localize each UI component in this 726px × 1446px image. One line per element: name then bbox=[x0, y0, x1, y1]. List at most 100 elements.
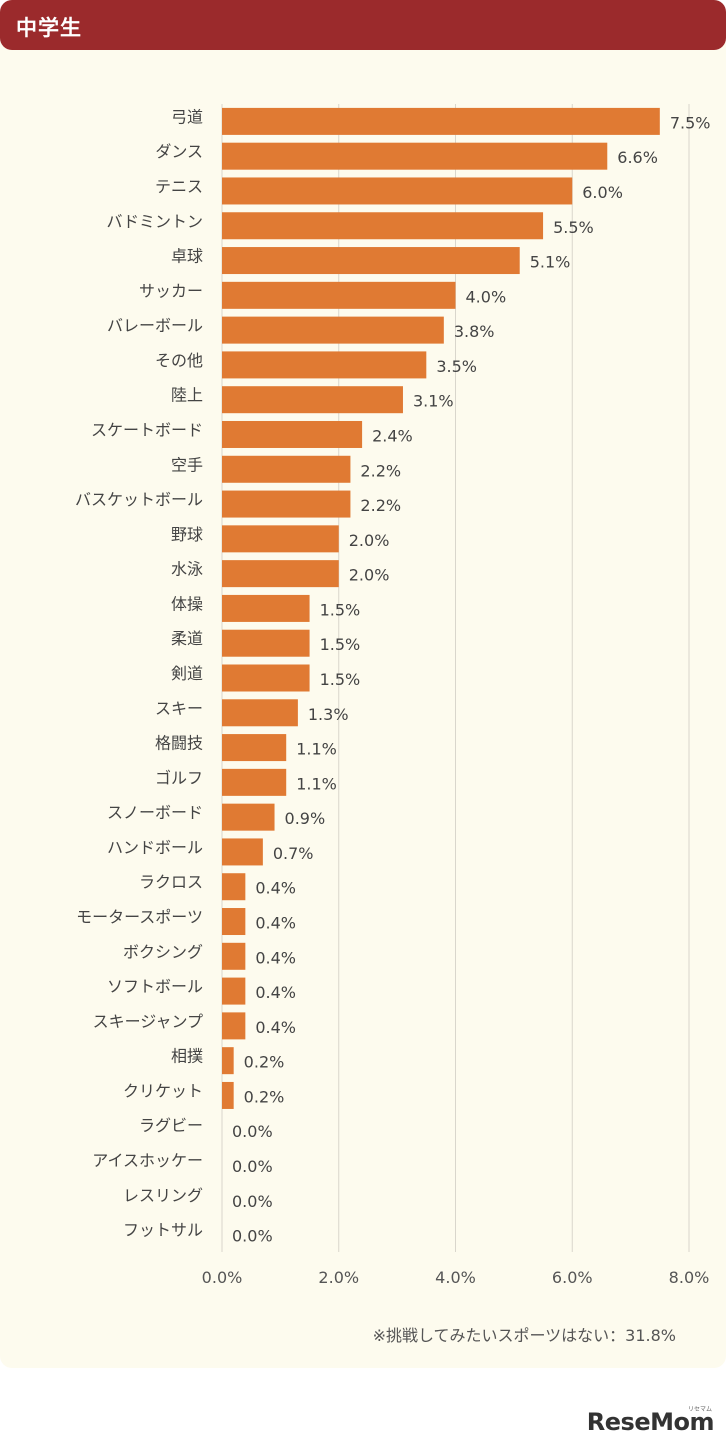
value-label: 0.2% bbox=[244, 1087, 285, 1106]
resemom-logo: ReseMom bbox=[586, 1408, 715, 1436]
category-label: 格闘技 bbox=[155, 734, 203, 753]
bar bbox=[222, 594, 310, 622]
category-label: ソフトボール bbox=[107, 977, 203, 996]
logo-kana: リセマム bbox=[687, 1406, 712, 1413]
category-label: スキージャンプ bbox=[93, 1012, 203, 1031]
bar bbox=[222, 977, 246, 1005]
category-label: ラグビー bbox=[139, 1116, 203, 1135]
value-label: 2.2% bbox=[360, 496, 401, 515]
bar bbox=[222, 908, 246, 936]
value-label: 0.4% bbox=[255, 983, 296, 1002]
category-label: バスケットボール bbox=[75, 490, 203, 509]
category-label: サッカー bbox=[139, 281, 203, 300]
value-label: 0.4% bbox=[255, 879, 296, 898]
value-label: 3.1% bbox=[413, 392, 454, 411]
category-label: スケートボード bbox=[91, 420, 203, 439]
bar bbox=[222, 942, 246, 970]
footnote: ※挑戦してみたいスポーツはない：31.8% bbox=[372, 1326, 676, 1345]
category-label: スノーボード bbox=[107, 803, 203, 822]
category-label: フットサル bbox=[123, 1221, 203, 1240]
value-label: 0.9% bbox=[285, 809, 326, 828]
category-label: 陸上 bbox=[171, 386, 203, 405]
value-label: 1.3% bbox=[308, 705, 349, 724]
bar bbox=[222, 420, 363, 448]
value-label: 1.5% bbox=[320, 635, 361, 654]
bar bbox=[222, 212, 544, 240]
bar bbox=[222, 838, 263, 866]
bar bbox=[222, 699, 298, 727]
bar bbox=[222, 664, 310, 692]
bar bbox=[222, 316, 444, 344]
value-label: 0.4% bbox=[255, 948, 296, 967]
x-tick-label: 2.0% bbox=[318, 1268, 359, 1287]
category-label: クリケット bbox=[123, 1081, 203, 1100]
category-label: 相撲 bbox=[171, 1047, 203, 1066]
x-tick-label: 6.0% bbox=[552, 1268, 593, 1287]
category-label: 空手 bbox=[171, 455, 203, 474]
category-label: ゴルフ bbox=[155, 768, 203, 787]
category-label: その他 bbox=[155, 351, 203, 370]
value-label: 1.5% bbox=[320, 600, 361, 619]
category-label: 野球 bbox=[171, 525, 203, 544]
category-label: アイスホッケー bbox=[92, 1151, 203, 1170]
value-label: 5.1% bbox=[530, 253, 571, 272]
value-label: 0.2% bbox=[244, 1053, 285, 1072]
bar bbox=[222, 281, 456, 309]
value-label: 6.6% bbox=[617, 148, 658, 167]
bar bbox=[222, 177, 573, 205]
value-label: 1.1% bbox=[296, 740, 337, 759]
bar-chart: 0.0% 2.0% 4.0% 6.0% 8.0% 弓道 7.5% ダンス 6.6% テニス 6.0%… bbox=[75, 104, 711, 1287]
bar bbox=[222, 1047, 234, 1075]
value-label: 3.5% bbox=[436, 357, 477, 376]
value-label: 2.0% bbox=[349, 531, 390, 550]
category-label: 剣道 bbox=[171, 664, 203, 683]
x-tick-label: 0.0% bbox=[202, 1268, 243, 1287]
bar bbox=[222, 768, 287, 796]
category-label: レスリング bbox=[123, 1186, 203, 1205]
category-label: スキー bbox=[155, 699, 203, 718]
value-label: 6.0% bbox=[582, 183, 623, 202]
value-label: 0.0% bbox=[232, 1227, 273, 1246]
category-label: ダンス bbox=[155, 142, 203, 161]
value-label: 4.0% bbox=[466, 287, 507, 306]
value-label: 5.5% bbox=[553, 218, 594, 237]
x-tick-label: 8.0% bbox=[669, 1268, 710, 1287]
bar bbox=[222, 351, 427, 379]
bar bbox=[222, 803, 275, 831]
bar bbox=[222, 1012, 246, 1040]
value-label: 0.0% bbox=[232, 1192, 273, 1211]
category-label: バレーボール bbox=[107, 316, 203, 335]
bar bbox=[222, 873, 246, 901]
value-label: 1.1% bbox=[296, 774, 337, 793]
category-label: ハンドボール bbox=[107, 838, 203, 857]
bar bbox=[222, 525, 339, 553]
category-label: 弓道 bbox=[171, 107, 203, 126]
value-label: 2.0% bbox=[349, 566, 390, 585]
category-label: 体操 bbox=[171, 594, 203, 613]
bar bbox=[222, 455, 351, 483]
value-label: 0.0% bbox=[232, 1157, 273, 1176]
value-label: 1.5% bbox=[320, 670, 361, 689]
bar bbox=[222, 490, 351, 518]
x-tick-label: 4.0% bbox=[435, 1268, 476, 1287]
category-label: テニス bbox=[155, 177, 203, 196]
value-label: 2.4% bbox=[372, 426, 413, 445]
value-label: 0.4% bbox=[255, 914, 296, 933]
bar bbox=[222, 629, 310, 657]
value-label: 3.8% bbox=[454, 322, 495, 341]
value-label: 7.5% bbox=[670, 113, 711, 132]
category-label: バドミントン bbox=[107, 212, 203, 231]
category-label: 水泳 bbox=[171, 560, 203, 579]
bar bbox=[222, 734, 287, 762]
bar bbox=[222, 107, 660, 135]
bar bbox=[222, 386, 403, 414]
bar bbox=[222, 560, 339, 588]
value-label: 0.0% bbox=[232, 1122, 273, 1141]
header-bar: 中学生 bbox=[0, 0, 726, 50]
category-label: ボクシング bbox=[123, 942, 203, 961]
category-label: ラクロス bbox=[139, 873, 203, 892]
bar bbox=[222, 142, 608, 170]
bar bbox=[222, 247, 520, 275]
category-label: 卓球 bbox=[171, 247, 203, 266]
header-title: 中学生 bbox=[16, 16, 82, 40]
